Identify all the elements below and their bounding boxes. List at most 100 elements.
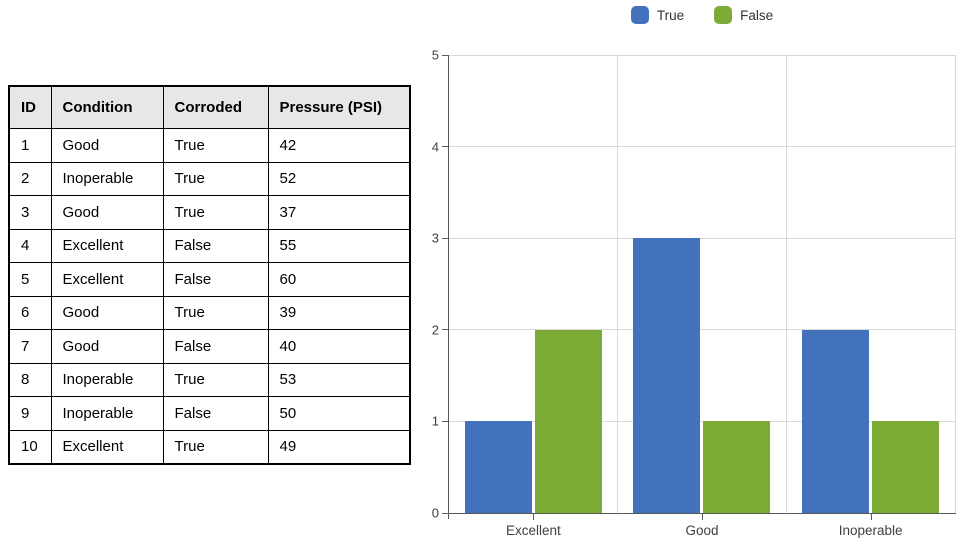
pipe-data-table: ID Condition Corroded Pressure (PSI) 1 Go… <box>8 85 411 465</box>
y-axis-tick-label: 5 <box>431 47 439 63</box>
table-cell: False <box>162 228 269 263</box>
horizontal-gridline <box>449 146 955 148</box>
table-cell: Good <box>50 195 164 230</box>
legend-item-false: False <box>714 6 773 24</box>
table-row: 5 Excellent False 60 <box>8 262 411 297</box>
y-axis-tick-label: 2 <box>431 322 439 338</box>
chart-legend: True False <box>449 6 955 24</box>
table-cell: Good <box>50 329 164 364</box>
vertical-gridline <box>954 55 956 513</box>
column-header-id: ID <box>8 85 52 129</box>
legend-swatch-icon <box>714 6 733 24</box>
table-cell: 53 <box>267 362 411 397</box>
table-cell: Excellent <box>50 228 164 263</box>
table-cell: False <box>162 262 269 297</box>
y-axis-tick <box>442 237 448 239</box>
table-cell: 2 <box>8 161 52 196</box>
table-cell: False <box>162 329 269 364</box>
x-axis-label-excellent: Excellent <box>505 523 561 538</box>
table-cell: Excellent <box>50 262 164 297</box>
table-cell: 40 <box>267 329 411 364</box>
table-cell: Excellent <box>50 429 164 465</box>
y-axis-tick-label: 3 <box>431 230 439 246</box>
bar-false-excellent <box>534 329 602 513</box>
table-cell: True <box>162 128 269 163</box>
bar-group-excellent <box>449 55 618 513</box>
vertical-gridline <box>785 55 787 513</box>
table-cell: 37 <box>267 195 411 230</box>
table-cell: 42 <box>267 128 411 163</box>
bar-true-good <box>633 238 701 513</box>
column-header-condition: Condition <box>50 85 164 129</box>
x-axis-tick <box>533 514 535 520</box>
horizontal-gridline <box>449 420 955 422</box>
y-axis-tick-label: 1 <box>431 413 439 429</box>
table-cell: 9 <box>8 396 52 431</box>
bar-group-inoperable <box>786 55 955 513</box>
y-axis-line <box>448 55 449 519</box>
table-cell: True <box>162 429 269 465</box>
bar-group-good <box>618 55 787 513</box>
table-cell: Inoperable <box>50 396 164 431</box>
table-cell: 4 <box>8 228 52 263</box>
y-axis-tick <box>442 146 448 148</box>
table-cell: True <box>162 161 269 196</box>
y-axis-tick-label: 0 <box>431 505 439 521</box>
table-cell: 3 <box>8 195 52 230</box>
table-cell: Good <box>50 128 164 163</box>
table-cell: 39 <box>267 295 411 330</box>
y-axis-tick <box>442 54 448 56</box>
x-axis-tick <box>870 514 872 520</box>
table-cell: 49 <box>267 429 411 465</box>
legend-label: False <box>740 7 774 23</box>
horizontal-gridline <box>449 329 955 331</box>
table-cell: 50 <box>267 396 411 431</box>
x-axis-label-inoperable: Inoperable <box>838 523 903 538</box>
table-cell: True <box>162 195 269 230</box>
legend-label: True <box>656 7 685 23</box>
table-cell: True <box>162 295 269 330</box>
table-cell: 5 <box>8 262 52 297</box>
table-row: 7 Good False 40 <box>8 329 411 364</box>
y-axis-tick <box>442 512 448 514</box>
x-axis-label-good: Good <box>685 523 719 538</box>
bar-false-inoperable <box>872 421 940 513</box>
table-row: 8 Inoperable True 53 <box>8 362 411 397</box>
bar-false-good <box>703 421 771 513</box>
table-cell: 7 <box>8 329 52 364</box>
bar-chart-plot-area: 0 1 2 3 4 5 Excellent Good Inoperable <box>432 48 956 538</box>
table-cell: True <box>162 362 269 397</box>
y-axis-tick <box>442 420 448 422</box>
table-body: 1 Good True 42 2 Inoperable True 52 3 Good True 37 4… <box>8 128 411 465</box>
horizontal-gridline <box>449 237 955 239</box>
y-axis-tick <box>442 329 448 331</box>
table-cell: 60 <box>267 262 411 297</box>
x-axis-line <box>448 513 956 514</box>
table-row: 10 Excellent True 49 <box>8 429 411 465</box>
y-axis-tick-label: 4 <box>431 139 439 155</box>
vertical-gridline <box>617 55 619 513</box>
table-header-row: ID Condition Corroded Pressure (PSI) <box>8 85 411 129</box>
table-row: 4 Excellent False 55 <box>8 228 411 263</box>
bar-true-inoperable <box>802 329 870 513</box>
x-axis-tick <box>702 514 703 520</box>
table-cell: 6 <box>8 295 52 330</box>
table-cell: 10 <box>8 429 52 465</box>
column-header-pressure: Pressure (PSI) <box>267 85 411 129</box>
table-cell: 52 <box>267 161 411 196</box>
column-header-corroded: Corroded <box>162 85 269 129</box>
table-cell: 55 <box>267 228 411 263</box>
table-cell: False <box>162 396 269 431</box>
table-row: 1 Good True 42 <box>8 128 411 163</box>
legend-swatch-icon <box>630 6 649 24</box>
table-row: 3 Good True 37 <box>8 195 411 230</box>
table-cell: 1 <box>8 128 52 163</box>
table-cell: Inoperable <box>50 161 164 196</box>
horizontal-gridline <box>449 54 955 56</box>
bar-true-excellent <box>464 421 532 513</box>
legend-item-true: True <box>630 6 685 24</box>
table-cell: Inoperable <box>50 362 164 397</box>
table-row: 2 Inoperable True 52 <box>8 161 411 196</box>
table-cell: Good <box>50 295 164 330</box>
table-cell: 8 <box>8 362 52 397</box>
